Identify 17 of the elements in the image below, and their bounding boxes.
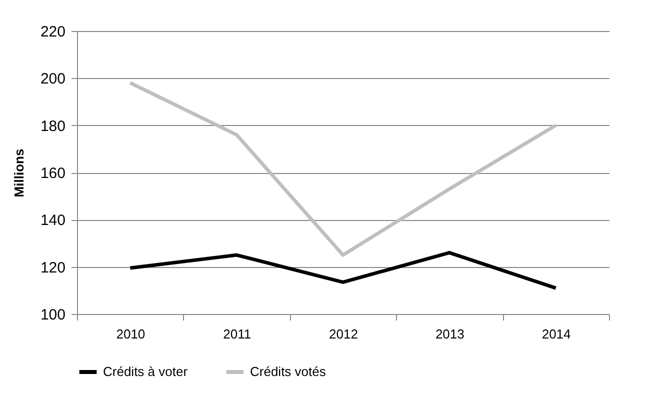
- x-tick-label: 2011: [223, 326, 252, 342]
- y-tick-label: 120: [40, 259, 66, 276]
- x-tick-label: 2012: [329, 326, 358, 342]
- y-tick-label: 140: [40, 212, 66, 230]
- y-tick-label: 160: [40, 165, 66, 182]
- y-axis-title: Millions: [11, 148, 26, 198]
- y-tick-label: 180: [40, 118, 66, 135]
- y-tick-label: 200: [40, 70, 66, 88]
- legend-label: Crédits votés: [250, 364, 326, 379]
- y-tick-label: 220: [40, 24, 66, 40]
- legend-label: Crédits à voter: [103, 364, 188, 379]
- x-tick-label: 2013: [435, 326, 464, 342]
- x-tick-label: 2010: [116, 326, 146, 342]
- line-series: [128, 250, 558, 290]
- line-series: [128, 81, 558, 257]
- x-tick-label: 2014: [542, 326, 571, 342]
- y-tick-label: 100: [40, 306, 66, 324]
